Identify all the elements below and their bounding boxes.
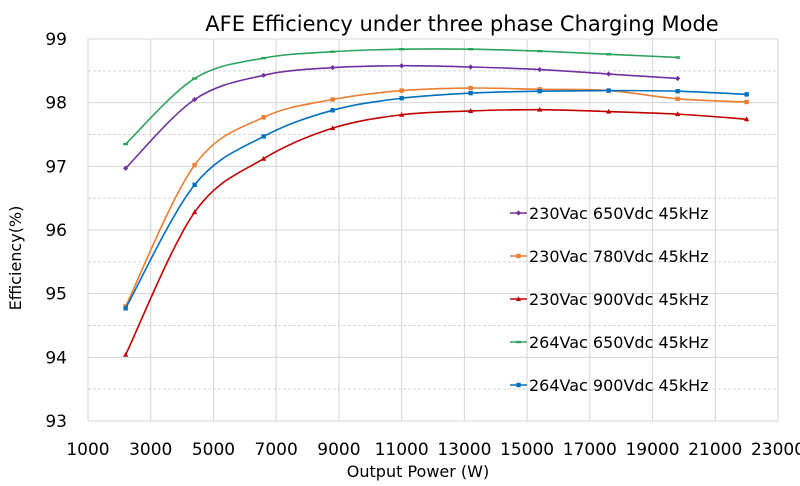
series-line <box>124 87 747 307</box>
legend-entry: 264Vac 650Vdc 45kHz <box>510 333 709 352</box>
legend-swatch-marker <box>515 210 522 216</box>
legend-entry: 230Vac 900Vdc 45kHz <box>510 290 709 309</box>
legend-label: 230Vac 650Vdc 45kHz <box>529 204 709 223</box>
x-tick-label: 13000 <box>437 440 491 460</box>
data-point <box>675 56 681 59</box>
legend: 230Vac 650Vdc 45kHz 230Vac 780Vdc 45kHz 23… <box>510 204 709 395</box>
data-point <box>330 65 336 71</box>
data-point <box>399 47 405 51</box>
series-line <box>124 89 747 309</box>
x-tick-label: 15000 <box>500 440 554 460</box>
legend-swatch-marker <box>516 340 521 344</box>
data-point <box>537 106 543 112</box>
data-point <box>537 49 543 53</box>
series-group <box>123 47 750 357</box>
x-tick-label: 3000 <box>129 440 172 460</box>
data-point <box>744 99 749 105</box>
data-point <box>675 89 680 94</box>
y-tick-label: 95 <box>45 285 67 305</box>
series-4 <box>123 47 681 146</box>
data-point <box>192 77 198 80</box>
x-tick-label: 19000 <box>625 440 679 460</box>
legend-entry: 230Vac 650Vdc 45kHz <box>510 204 709 223</box>
series-5 <box>123 88 749 311</box>
data-point <box>675 111 681 117</box>
data-point <box>330 50 336 53</box>
series-3 <box>123 106 750 357</box>
plot-frame <box>87 38 779 422</box>
data-point <box>261 155 267 161</box>
data-point <box>261 72 267 78</box>
series-2 <box>123 85 749 309</box>
data-point <box>744 92 749 97</box>
legend-label: 264Vac 900Vdc 45kHz <box>529 376 709 395</box>
x-tick-label: 23000 <box>751 440 800 460</box>
data-point <box>192 162 197 168</box>
y-tick-label: 94 <box>45 348 67 368</box>
data-point <box>399 96 404 101</box>
legend-label: 264Vac 650Vdc 45kHz <box>529 333 709 352</box>
x-tick-label: 9000 <box>317 440 360 460</box>
data-point <box>468 64 474 70</box>
legend-swatch-marker <box>516 253 521 259</box>
x-tick-label: 5000 <box>192 440 235 460</box>
legend-swatch-marker <box>516 382 521 388</box>
data-point <box>606 71 612 77</box>
data-point <box>192 209 198 215</box>
legend-entry: 264Vac 900Vdc 45kHz <box>510 376 709 395</box>
data-point <box>606 53 612 56</box>
y-tick-label: 96 <box>45 221 67 241</box>
data-point <box>675 96 680 102</box>
data-point <box>399 111 405 117</box>
chart-title: AFE Efficiency under three phase Chargin… <box>205 12 718 36</box>
data-point <box>261 134 266 139</box>
legend-label: 230Vac 900Vdc 45kHz <box>529 290 709 309</box>
y-tick-label: 97 <box>45 157 67 177</box>
series-line <box>124 108 747 356</box>
grid <box>87 38 779 422</box>
data-point <box>468 90 473 96</box>
x-tick-label: 11000 <box>375 440 429 460</box>
data-point <box>123 306 128 311</box>
data-point <box>606 108 612 114</box>
y-tick-label: 93 <box>45 412 67 432</box>
data-point <box>537 66 543 73</box>
data-point <box>330 97 335 102</box>
data-point <box>537 89 542 94</box>
x-tick-label: 1000 <box>66 440 109 460</box>
data-point <box>123 142 129 146</box>
data-point <box>192 96 198 103</box>
data-point <box>123 351 129 357</box>
y-tick-label: 98 <box>45 94 67 114</box>
data-point <box>330 108 335 113</box>
data-point <box>123 165 129 171</box>
legend-entry: 230Vac 780Vdc 45kHz <box>510 247 709 266</box>
data-point <box>744 116 750 122</box>
x-axis-title: Output Power (W) <box>347 462 489 481</box>
x-tick-label: 7000 <box>255 440 298 460</box>
series-1 <box>123 63 681 171</box>
data-point <box>675 75 681 82</box>
x-tick-label: 21000 <box>688 440 742 460</box>
data-point <box>261 56 267 60</box>
data-point <box>606 88 611 93</box>
legend-label: 230Vac 780Vdc 45kHz <box>529 247 709 266</box>
y-axis-title: Efficiency(%) <box>6 206 25 311</box>
x-tick-label: 17000 <box>563 440 617 460</box>
data-point <box>468 108 474 113</box>
data-point <box>330 125 336 131</box>
data-point <box>468 85 473 91</box>
data-point <box>399 63 405 69</box>
data-point <box>468 47 474 51</box>
data-point <box>192 182 197 187</box>
data-point <box>399 88 404 93</box>
data-point <box>261 115 266 120</box>
y-tick-label: 99 <box>45 30 67 50</box>
legend-swatch-marker <box>515 296 522 301</box>
axes: 1000 3000 5000 7000 9000 11000 13000 15000 17000… <box>45 30 800 460</box>
